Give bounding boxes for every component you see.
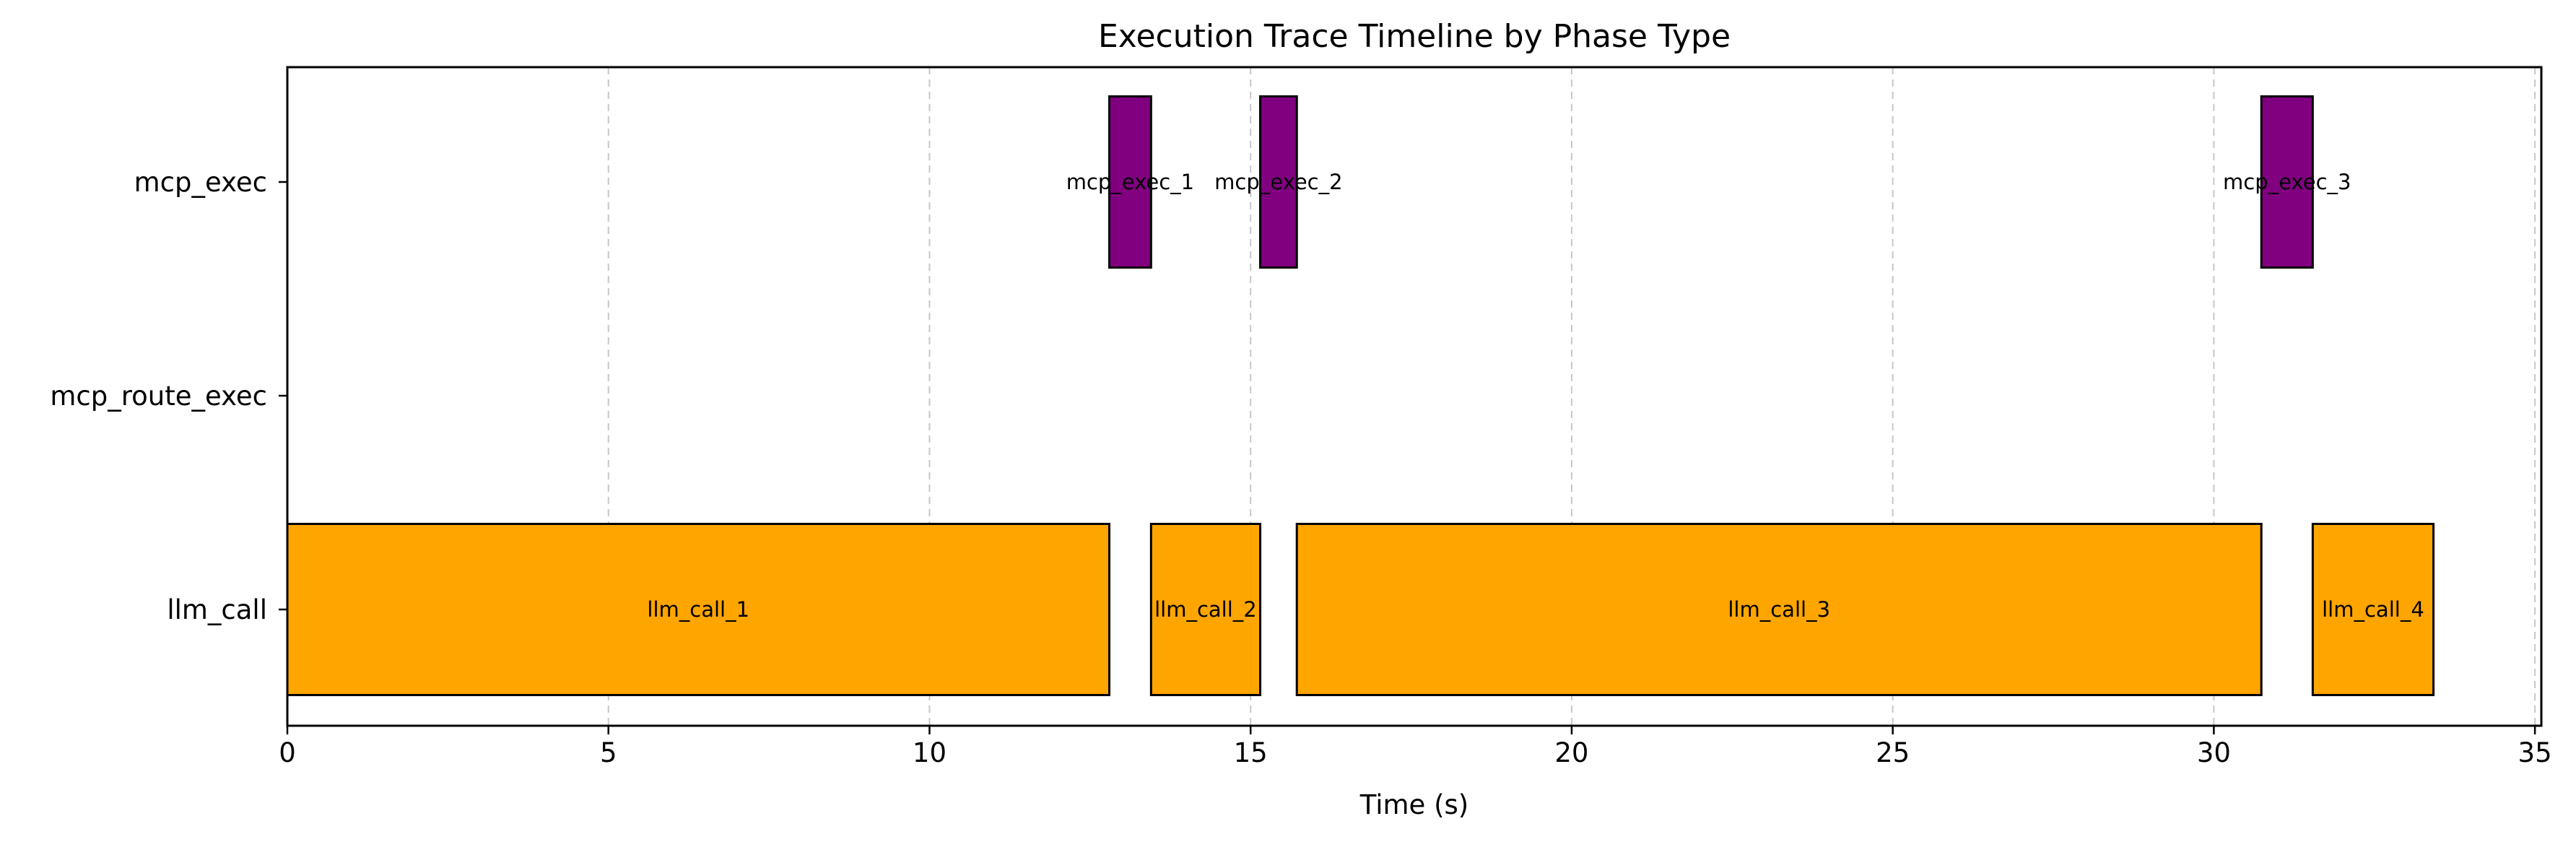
bar-mcp-exec-2 bbox=[1259, 95, 1298, 269]
y-tick-label-mcp-exec: mcp_exec bbox=[134, 167, 267, 198]
x-axis-ticks: 0 5 10 15 20 25 30 35 bbox=[279, 726, 2552, 768]
bar-label-llm-call-1: llm_call_1 bbox=[647, 597, 749, 622]
bar-llm-call-1 bbox=[286, 523, 1111, 696]
bar-mcp-exec-1 bbox=[1108, 95, 1152, 269]
bar-label-llm-call-2: llm_call_2 bbox=[1154, 597, 1257, 622]
x-tick-label: 15 bbox=[1234, 737, 1268, 768]
bar-llm-call-3 bbox=[1295, 523, 2263, 696]
x-tick-label: 20 bbox=[1554, 737, 1588, 768]
bar-label-mcp-exec-1: mcp_exec_1 bbox=[1066, 170, 1194, 194]
bar-label-mcp-exec-3: mcp_exec_3 bbox=[2223, 170, 2351, 194]
bar-labels: llm_call_1 mcp_exec_1 llm_call_2 mcp_exec_2… bbox=[647, 170, 2424, 622]
y-axis-ticks: mcp_exec mcp_route_exec llm_call bbox=[50, 167, 287, 625]
y-tick-label-llm-call: llm_call bbox=[167, 594, 267, 625]
bar-label-mcp-exec-2: mcp_exec_2 bbox=[1214, 170, 1342, 194]
y-tick-label-mcp-route-exec: mcp_route_exec bbox=[50, 381, 267, 412]
chart-title: Execution Trace Timeline by Phase Type bbox=[1098, 18, 1731, 55]
x-tick-label: 5 bbox=[600, 737, 617, 768]
x-tick-label: 30 bbox=[2197, 737, 2231, 768]
x-tick-label: 25 bbox=[1876, 737, 1910, 768]
x-axis-label: Time (s) bbox=[1359, 789, 1468, 820]
x-tick-label: 10 bbox=[913, 737, 947, 768]
bar-mcp-exec-3 bbox=[2260, 95, 2314, 269]
bar-llm-call-2 bbox=[1149, 523, 1262, 696]
bars bbox=[286, 95, 2435, 696]
bar-label-llm-call-3: llm_call_3 bbox=[1728, 597, 1830, 622]
x-tick-label: 0 bbox=[279, 737, 296, 768]
bar-label-llm-call-4: llm_call_4 bbox=[2322, 597, 2424, 622]
bar-llm-call-4 bbox=[2311, 523, 2435, 696]
x-tick-label: 35 bbox=[2518, 737, 2552, 768]
